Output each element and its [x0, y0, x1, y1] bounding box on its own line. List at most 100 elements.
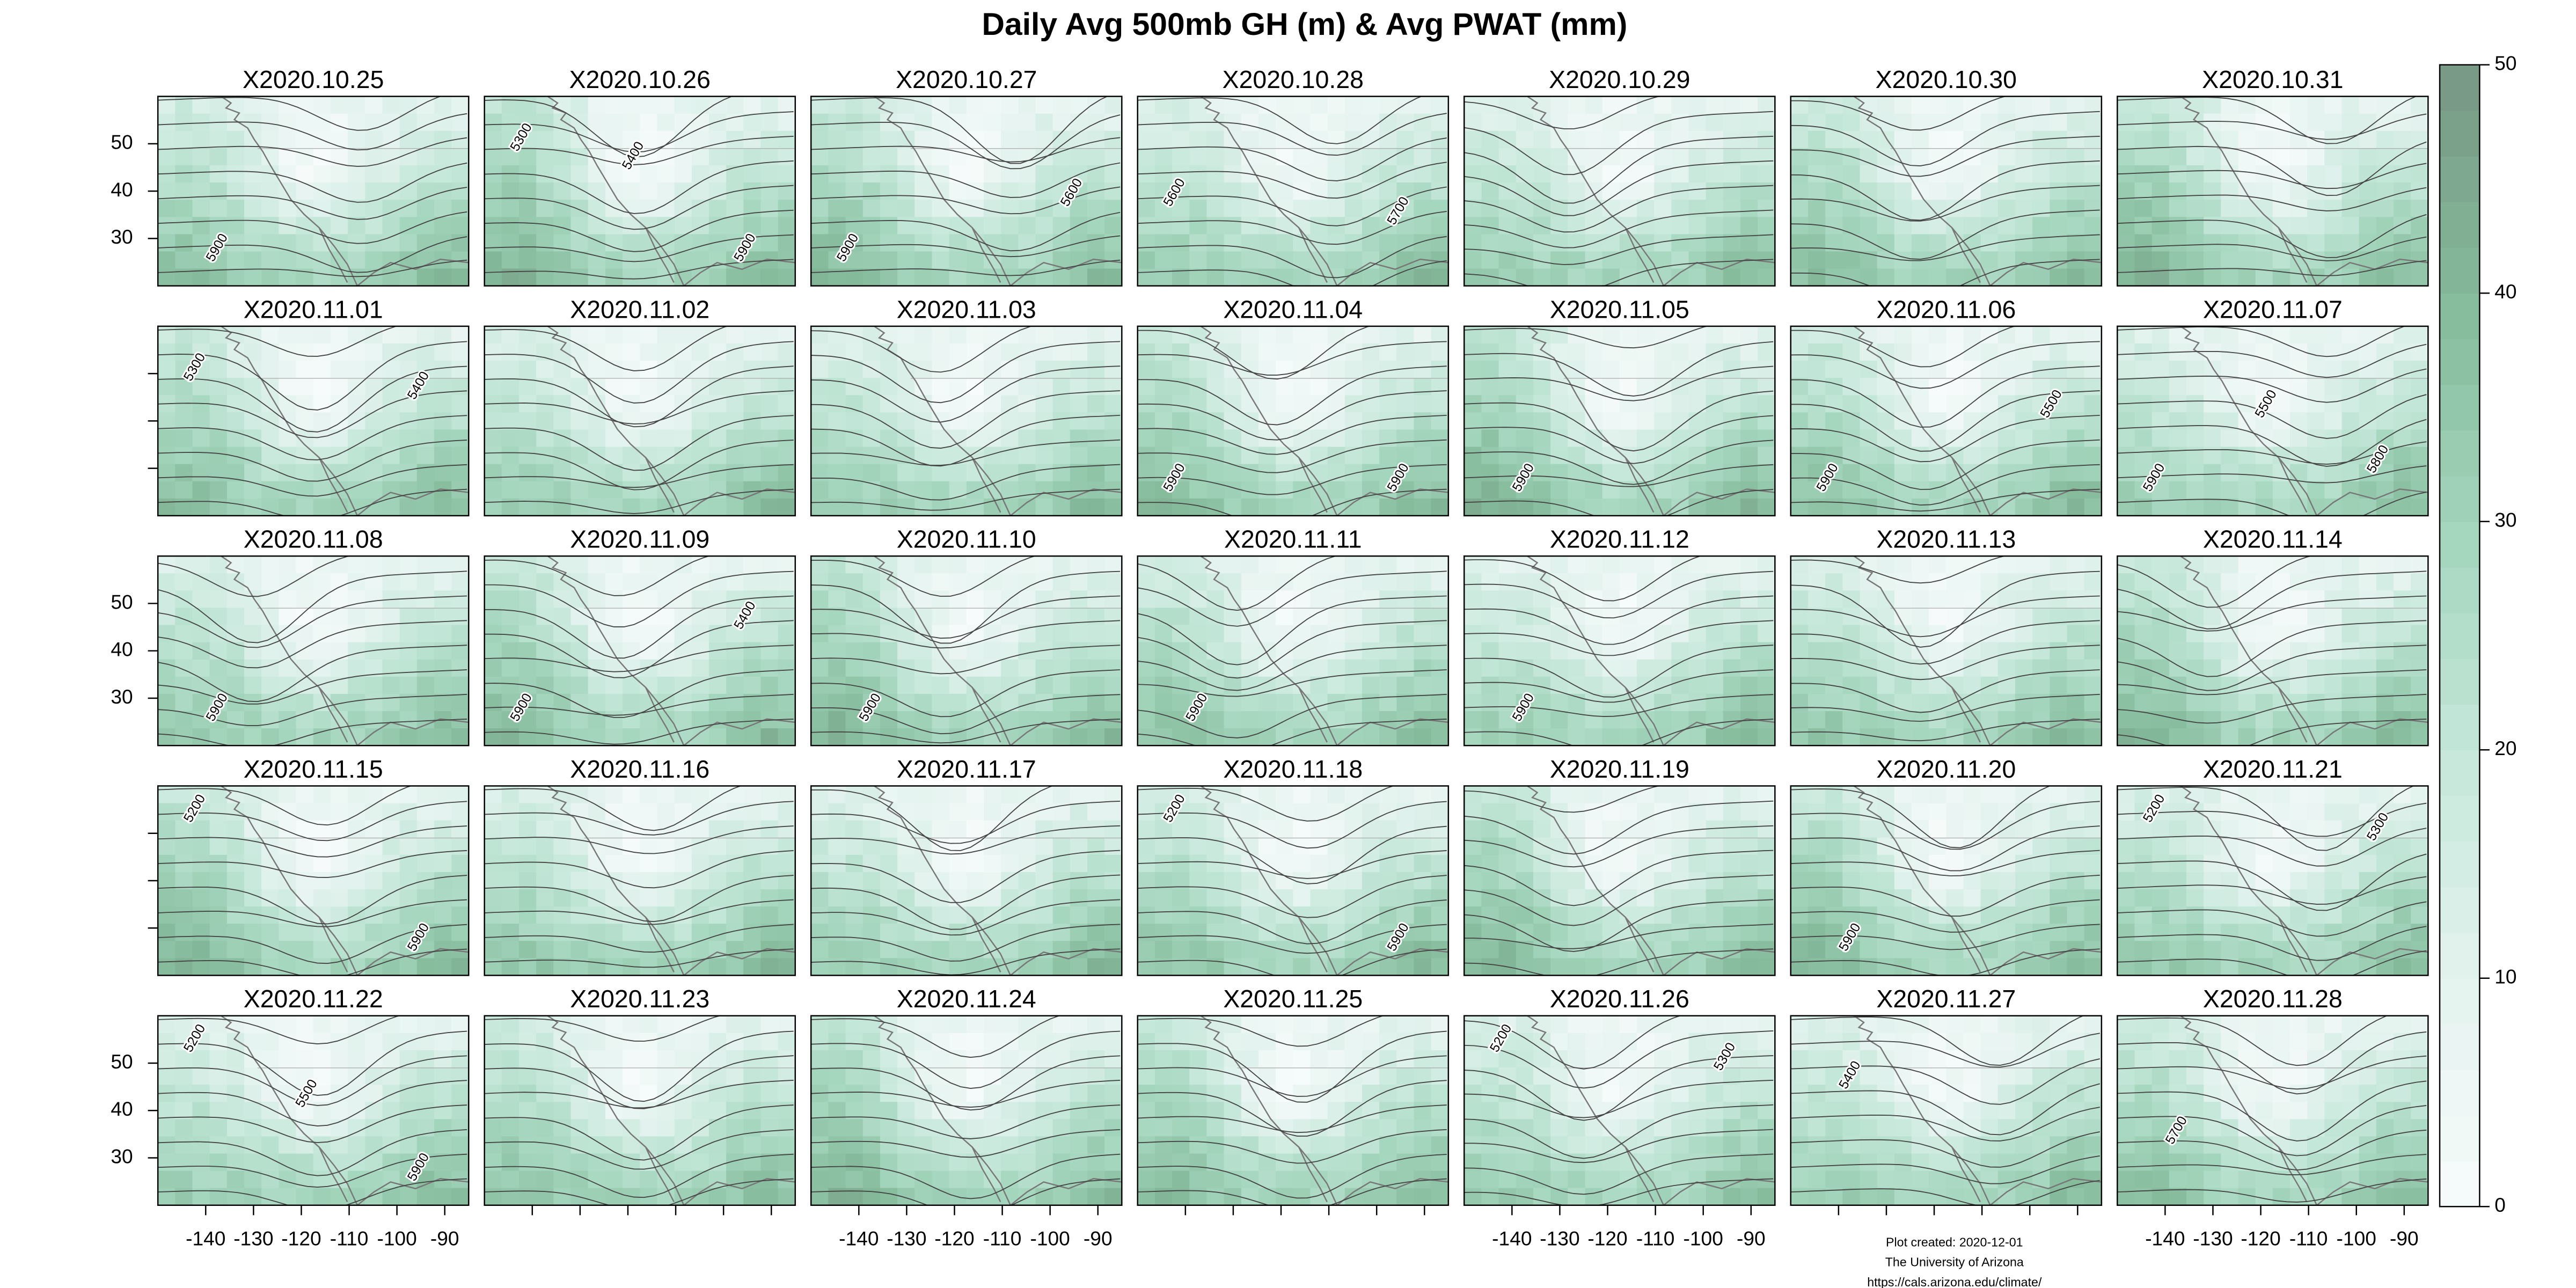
pwat-cell	[1154, 464, 1173, 482]
pwat-cell	[1224, 165, 1242, 184]
pwat-cell	[778, 217, 795, 235]
pwat-cell	[399, 234, 418, 252]
pwat-cell	[2394, 693, 2412, 712]
pwat-cell	[1602, 498, 1620, 516]
pwat-cell	[1052, 326, 1071, 344]
pwat-cell	[828, 165, 846, 184]
pwat-cell	[949, 481, 967, 499]
pwat-cell	[1602, 728, 1620, 746]
pwat-cell	[1224, 676, 1242, 694]
pwat-cell	[778, 378, 795, 396]
pwat-cell	[1740, 676, 1759, 694]
pwat-cell	[1706, 498, 1724, 516]
pwat-cell	[1276, 728, 1294, 746]
pwat-cell	[949, 837, 967, 855]
pwat-cell	[1911, 625, 1930, 643]
pwat-cell	[1276, 447, 1294, 465]
pwat-cell	[623, 182, 641, 201]
pwat-cell	[708, 556, 727, 574]
pwat-cell	[553, 378, 572, 396]
pwat-cell	[1379, 711, 1397, 729]
pwat-cell	[605, 556, 624, 574]
pwat-cell	[209, 481, 228, 499]
pwat-cell	[845, 96, 863, 114]
pwat-cell	[760, 200, 779, 218]
pwat-cell	[1379, 395, 1397, 413]
pwat-cell	[828, 642, 846, 660]
pwat-cell	[1293, 659, 1311, 677]
contour	[2117, 260, 2427, 276]
pwat-cell	[536, 200, 554, 218]
pwat-cell	[983, 395, 1002, 413]
pwat-cell	[1723, 728, 1741, 746]
pwat-cell	[1087, 378, 1106, 396]
pwat-cell	[484, 906, 502, 925]
pwat-cell	[914, 429, 933, 448]
pwat-cell	[2238, 711, 2256, 729]
pwat-cell	[983, 361, 1002, 379]
pwat-cell	[778, 786, 795, 804]
contour	[1464, 595, 1774, 645]
pwat-cell	[2290, 498, 2308, 516]
pwat-cell	[1860, 625, 1878, 643]
pwat-cell	[2151, 676, 2170, 694]
contour	[484, 801, 794, 836]
pwat-cell	[279, 941, 297, 959]
contour	[1137, 236, 1447, 279]
pwat-cell	[932, 556, 950, 574]
pwat-cell	[2067, 608, 2085, 626]
pwat-cell	[1327, 378, 1345, 396]
pwat-cell	[2394, 113, 2412, 131]
pwat-cell	[365, 924, 383, 942]
pwat-cell	[2050, 642, 2068, 660]
pwat-cell	[1790, 96, 1809, 114]
pwat-cell	[1035, 165, 1053, 184]
pwat-cell	[880, 447, 898, 465]
pwat-cell	[2238, 96, 2256, 114]
pwat-cell	[1911, 642, 1930, 660]
pwat-cell	[348, 676, 366, 694]
pwat-cell	[983, 217, 1002, 235]
pwat-cell	[2221, 498, 2239, 516]
pwat-cell	[1654, 625, 1672, 643]
pwat-cell	[2290, 608, 2308, 626]
pwat-cell	[743, 412, 762, 430]
pwat-cell	[570, 498, 589, 516]
pwat-cell	[691, 130, 709, 149]
pwat-cell	[279, 711, 297, 729]
pwat-cell	[811, 361, 829, 379]
pwat-cell	[1602, 361, 1620, 379]
pwat-cell	[2411, 217, 2428, 235]
pwat-cell	[760, 498, 779, 516]
pwat-cell	[674, 361, 692, 379]
pwat-cell	[1035, 464, 1053, 482]
pwat-cell	[484, 820, 502, 838]
pwat-cell	[1189, 268, 1208, 286]
pwat-cell	[708, 412, 727, 430]
pwat-cell	[2015, 130, 2033, 149]
figure-title: Daily Avg 500mb GH (m) & Avg PWAT (mm)	[982, 7, 1628, 42]
pwat-cell	[192, 889, 210, 908]
contour	[2117, 719, 2427, 746]
pwat-cell	[1498, 251, 1517, 269]
pwat-cell	[382, 326, 400, 344]
pwat-cell	[1585, 711, 1603, 729]
pwat-cell	[1688, 96, 1707, 114]
pwat-cell	[158, 872, 176, 890]
contour	[1790, 556, 2007, 584]
pwat-cell	[1206, 728, 1225, 746]
pwat-cell	[1758, 498, 1775, 516]
pwat-cell	[416, 556, 435, 574]
pwat-cell	[743, 447, 762, 465]
pwat-cell	[1516, 130, 1534, 149]
pwat-cell	[674, 711, 692, 729]
pwat-cell	[1654, 429, 1672, 448]
pwat-cell	[811, 326, 829, 344]
pwat-cell	[1758, 148, 1775, 166]
pwat-cell	[570, 395, 589, 413]
pwat-cell	[1206, 625, 1225, 643]
pwat-cell	[2117, 711, 2135, 729]
pwat-cell	[778, 820, 795, 838]
pwat-cell	[382, 803, 400, 821]
